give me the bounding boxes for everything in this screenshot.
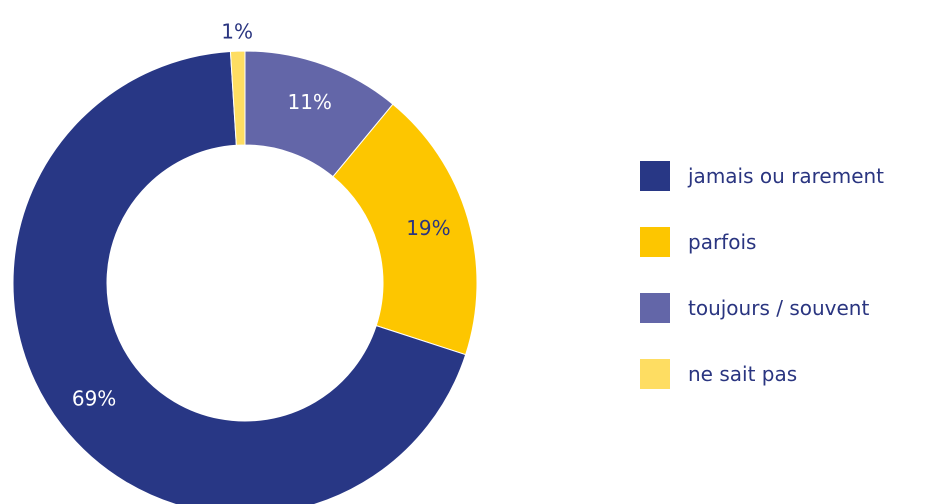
slice-label-parfois: 19% bbox=[406, 216, 450, 240]
legend-item-jamais-ou-rarement: jamais ou rarement bbox=[640, 160, 920, 192]
legend-label: parfois bbox=[688, 230, 757, 254]
slice-label-ne-sait-pas: 1% bbox=[221, 20, 253, 44]
slice-ne-sait-pas bbox=[229, 50, 246, 146]
legend-swatch bbox=[640, 227, 670, 257]
legend-item-toujours-souvent: toujours / souvent bbox=[640, 292, 920, 324]
donut-slices bbox=[12, 50, 478, 504]
legend-label: ne sait pas bbox=[688, 362, 798, 386]
legend-item-parfois: parfois bbox=[640, 226, 920, 258]
legend-swatch bbox=[640, 293, 670, 323]
slice-label-jamais-ou-rarement: 69% bbox=[72, 387, 116, 411]
legend: jamais ou rarement parfois toujours / so… bbox=[640, 160, 920, 424]
slice-parfois bbox=[332, 103, 478, 356]
slice-labels: 11% 19% 69% 1% bbox=[72, 20, 451, 411]
legend-label: jamais ou rarement bbox=[688, 164, 885, 188]
slice-jamais-ou-rarement bbox=[12, 50, 467, 504]
legend-item-ne-sait-pas: ne sait pas bbox=[640, 358, 920, 390]
legend-label: toujours / souvent bbox=[688, 296, 870, 320]
legend-swatch bbox=[640, 359, 670, 389]
slice-label-toujours-souvent: 11% bbox=[287, 90, 331, 114]
legend-swatch bbox=[640, 161, 670, 191]
